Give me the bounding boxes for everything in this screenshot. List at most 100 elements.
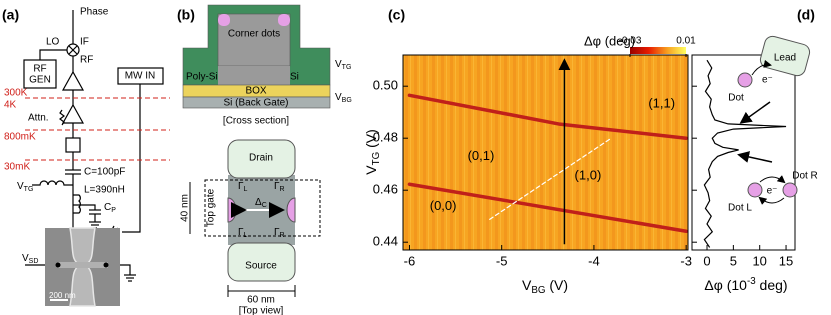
- shape-rect: [65, 137, 81, 153]
- shape-circle: [103, 262, 109, 268]
- label: IF: [80, 37, 89, 48]
- label-main: Γ: [238, 227, 244, 238]
- x-tick-label: 15: [779, 253, 793, 268]
- label-main: V: [22, 253, 29, 264]
- colorbar-label: Δφ (deg): [584, 33, 635, 48]
- colorbar-tick-label: 0.01: [676, 36, 696, 47]
- top-view: [189, 139, 321, 297]
- label-sub: BG: [342, 97, 352, 104]
- plot-frame: [691, 54, 796, 251]
- label: e⁻: [762, 75, 773, 86]
- label: VTG: [335, 59, 351, 71]
- label: ΓL: [238, 181, 248, 193]
- label: Dot L: [728, 203, 752, 214]
- y-tick-label: 0.46: [373, 182, 398, 197]
- label-sub: TG: [342, 64, 352, 71]
- shape-circle: [747, 182, 763, 198]
- label: 30mK: [4, 162, 30, 173]
- panel-label: (c): [388, 7, 405, 23]
- colorbar-tick-label: -0.03: [619, 36, 642, 47]
- axis-label: Δφ (10-3 deg): [704, 276, 787, 293]
- x-tick-label: 0: [703, 253, 710, 268]
- state-label: (0,0): [430, 198, 457, 213]
- label: Phase: [80, 7, 109, 18]
- x-tick-label: -4: [588, 253, 600, 268]
- label-part: (V): [363, 129, 379, 152]
- label: 300K: [4, 88, 28, 99]
- label: RF: [33, 64, 46, 75]
- label: [Cross section]: [223, 116, 289, 127]
- label-main: C: [104, 202, 111, 213]
- label: C=100pF: [84, 167, 125, 178]
- state-label: (1,0): [575, 168, 602, 183]
- label: Top gate: [206, 188, 217, 227]
- label-part: TG: [371, 152, 382, 166]
- label-sub: C: [262, 202, 267, 209]
- label: 800mK: [4, 132, 36, 143]
- label-main: Γ: [274, 181, 280, 192]
- label: Si: [290, 72, 299, 83]
- x-tick-label: 10: [752, 253, 766, 268]
- label-main: Δ: [255, 197, 262, 208]
- label-sub: SD: [29, 258, 39, 265]
- label: 60 nm: [247, 295, 275, 306]
- label: LO: [46, 37, 60, 48]
- label-main: Γ: [274, 227, 280, 238]
- shape-polygon: [61, 70, 85, 91]
- x-tick-label: -3: [680, 253, 692, 268]
- shape-path: [32, 180, 73, 186]
- shape-rect: [23, 59, 57, 89]
- shape-polyline: [59, 109, 65, 126]
- shape-rect: [204, 179, 321, 237]
- trace: [703, 59, 787, 248]
- shape-rect: [218, 14, 230, 26]
- x-tick-label: -6: [404, 253, 416, 268]
- label-part: V: [522, 277, 532, 293]
- state-label: (1,1): [648, 96, 675, 111]
- label: e⁻: [767, 186, 778, 197]
- label: BOX: [245, 86, 266, 97]
- cross-section: [182, 4, 331, 109]
- label: RF: [80, 55, 93, 66]
- panel-label: (d): [797, 7, 815, 23]
- transition-line: [407, 182, 688, 234]
- label: Dot: [728, 93, 744, 104]
- label-sub: L: [244, 186, 248, 193]
- shape-polygon: [61, 103, 85, 124]
- shape-rect: [759, 35, 811, 77]
- label-sub: R: [280, 186, 285, 193]
- label-sub: L: [244, 232, 248, 239]
- label: VBG: [335, 92, 352, 104]
- label-main: Γ: [238, 181, 244, 192]
- label: Source: [245, 261, 277, 272]
- heatmap-texture: [403, 55, 688, 250]
- label: L=390nH: [84, 185, 125, 196]
- shape-path: [751, 59, 772, 76]
- label: Attn.: [28, 113, 49, 124]
- panel-label: (b): [177, 7, 195, 23]
- shape-line: [68, 45, 78, 55]
- panel-label: (a): [2, 7, 19, 23]
- label-main: V: [17, 181, 24, 192]
- x-tick-label: -5: [496, 253, 508, 268]
- label: VTG: [17, 181, 33, 193]
- y-tick-label: 0.48: [373, 130, 398, 145]
- label: Poly-Si: [186, 72, 218, 83]
- shape-rect: [182, 96, 331, 109]
- label: Corner dots: [228, 29, 280, 40]
- label: MW IN: [125, 71, 156, 82]
- shape-path: [58, 262, 108, 268]
- label: CP: [104, 202, 116, 214]
- scale-label: 200 nm: [49, 291, 76, 300]
- shape-rect: [217, 13, 291, 67]
- sem-image: [45, 227, 120, 307]
- heatmap-features: [407, 93, 688, 234]
- label-main: V: [335, 92, 342, 103]
- shape-path: [73, 194, 81, 214]
- label: 4K: [4, 100, 17, 111]
- label-main: V: [335, 59, 342, 70]
- label: GEN: [29, 75, 51, 86]
